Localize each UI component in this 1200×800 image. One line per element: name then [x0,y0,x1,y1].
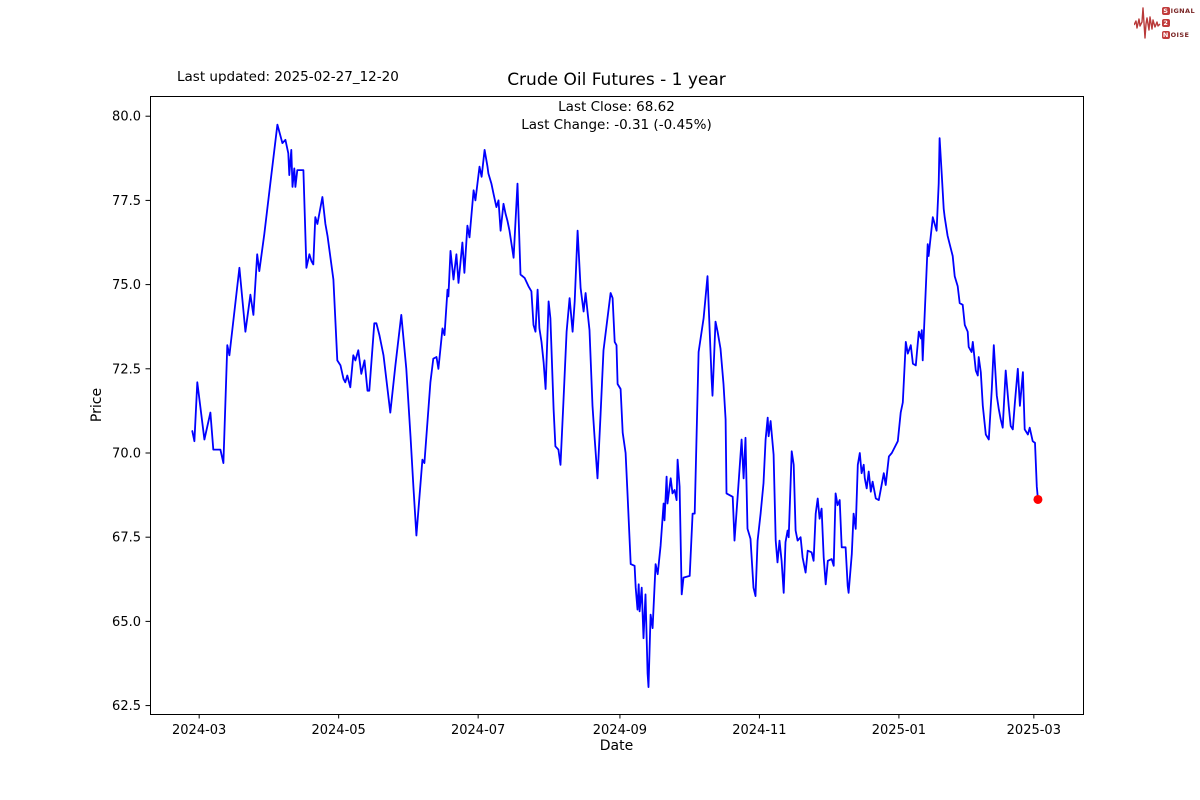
logo-rest-letters: IGNAL [1170,7,1195,15]
last-close-text: Last Close: 68.62 [558,99,675,115]
y-tick-label: 75.0 [112,278,141,293]
x-tick-label: 2024-03 [172,723,226,738]
logo-boxed-letter: 2 [1161,19,1170,27]
chart-subtitle: Last Close: 68.62 Last Change: -0.31 (-0… [150,98,1083,134]
y-tick-label: 65.0 [112,615,141,630]
y-tick-label: 62.5 [112,699,141,714]
logo-rest-letters: OISE [1170,31,1190,39]
x-tick-label: 2025-01 [872,723,926,738]
last-change-text: Last Change: -0.31 (-0.45%) [521,117,712,133]
logo-text: S IGNAL 2 N OISE [1161,7,1195,40]
last-price-dot [1033,494,1043,504]
x-tick-label: 2024-07 [451,723,505,738]
y-tick-label: 67.5 [112,531,141,546]
chart-title: Crude Oil Futures - 1 year [507,70,726,90]
signal2noise-logo: S IGNAL 2 N OISE [1133,3,1195,43]
y-tick-label: 80.0 [112,110,141,125]
price-line [191,123,1039,688]
logo-row: 2 [1161,19,1195,28]
logo-row: N OISE [1161,31,1195,40]
logo-boxed-letter: N [1161,31,1170,39]
y-tick-label: 77.5 [112,194,141,209]
last-updated-text: Last updated: 2025-02-27_12-20 [177,69,399,85]
waveform-icon [1133,7,1161,39]
x-tick-label: 2024-11 [732,723,786,738]
x-tick-label: 2024-05 [311,723,365,738]
y-tick-label: 70.0 [112,446,141,461]
logo-row: S IGNAL [1161,7,1195,16]
x-axis-label: Date [599,738,634,754]
y-axis-label: Price [89,387,105,423]
plot-frame [150,96,1084,715]
logo-boxed-letter: S [1161,7,1170,15]
x-tick-label: 2024-09 [593,723,647,738]
y-tick-label: 72.5 [112,362,141,377]
x-tick-label: 2025-03 [1007,723,1061,738]
